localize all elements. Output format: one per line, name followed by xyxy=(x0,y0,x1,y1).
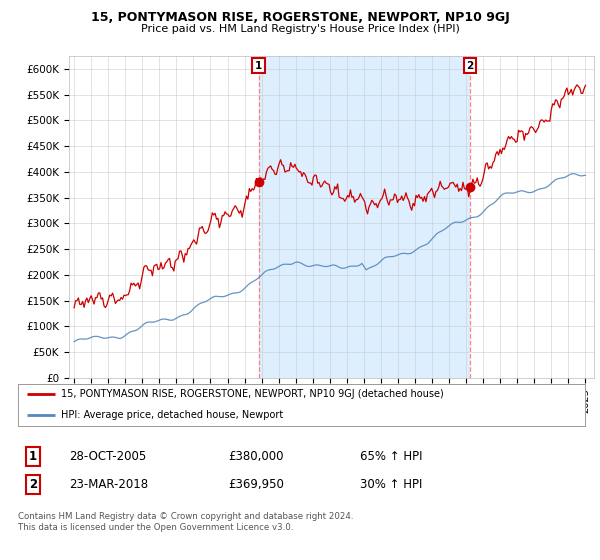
Text: Price paid vs. HM Land Registry's House Price Index (HPI): Price paid vs. HM Land Registry's House … xyxy=(140,24,460,34)
Text: 23-MAR-2018: 23-MAR-2018 xyxy=(69,478,148,491)
Text: 15, PONTYMASON RISE, ROGERSTONE, NEWPORT, NP10 9GJ (detached house): 15, PONTYMASON RISE, ROGERSTONE, NEWPORT… xyxy=(61,389,443,399)
Text: 2: 2 xyxy=(466,61,473,71)
Text: 1: 1 xyxy=(255,61,262,71)
Text: 65% ↑ HPI: 65% ↑ HPI xyxy=(360,450,422,463)
Text: £369,950: £369,950 xyxy=(228,478,284,491)
Bar xyxy=(259,56,470,378)
Text: £380,000: £380,000 xyxy=(228,450,284,463)
Text: 28-OCT-2005: 28-OCT-2005 xyxy=(69,450,146,463)
Text: 15, PONTYMASON RISE, ROGERSTONE, NEWPORT, NP10 9GJ: 15, PONTYMASON RISE, ROGERSTONE, NEWPORT… xyxy=(91,11,509,24)
Text: Contains HM Land Registry data © Crown copyright and database right 2024.
This d: Contains HM Land Registry data © Crown c… xyxy=(18,512,353,532)
Text: HPI: Average price, detached house, Newport: HPI: Average price, detached house, Newp… xyxy=(61,410,283,420)
Text: 2: 2 xyxy=(29,478,37,491)
Text: 30% ↑ HPI: 30% ↑ HPI xyxy=(360,478,422,491)
Text: 1: 1 xyxy=(29,450,37,463)
